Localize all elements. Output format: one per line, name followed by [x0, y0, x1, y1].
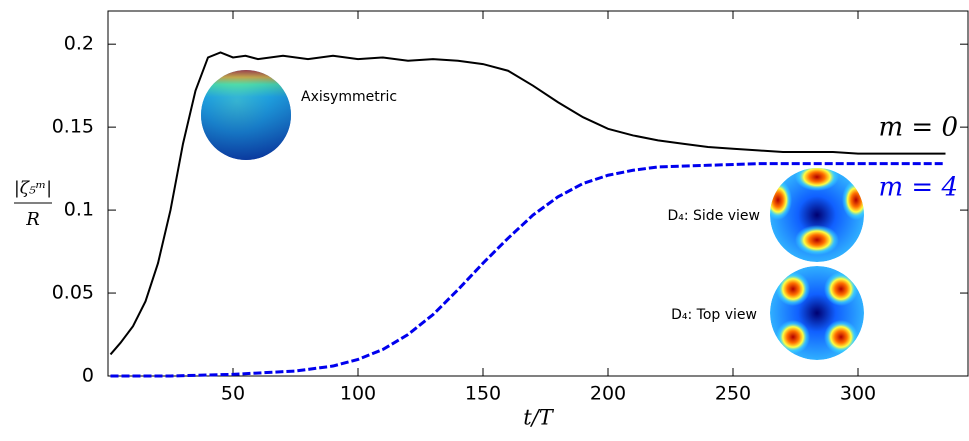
series-line [109, 51, 946, 356]
x-tick-label: 300 [840, 383, 876, 405]
y-tick-label: 0 [82, 365, 94, 387]
y-axis-label-numerator: |ζ₅ᵐ| [14, 179, 52, 199]
annotation: Axisymmetric [301, 89, 397, 105]
sphere-top [770, 266, 864, 360]
annotation: D₄: Side view [667, 208, 760, 224]
x-axis-label: t/T [523, 406, 555, 430]
y-axis-label-denominator: R [25, 209, 40, 230]
y-tick-label: 0.05 [52, 282, 94, 304]
x-tick-label: 50 [221, 383, 245, 405]
series-label: m = 4 [878, 173, 958, 203]
sphere-insets [201, 70, 864, 360]
x-tick-label: 250 [715, 383, 751, 405]
annotation: D₄: Top view [671, 307, 757, 323]
y-tick-label: 0.15 [52, 116, 94, 138]
x-tick-label: 200 [590, 383, 626, 405]
series-line [110, 162, 946, 378]
series-label: m = 0 [878, 113, 958, 143]
plot-frame [107, 10, 969, 377]
sphere-side [770, 168, 864, 262]
x-tick-label: 150 [465, 383, 501, 405]
sphere-band [201, 70, 291, 160]
x-tick-label: 100 [340, 383, 376, 405]
y-tick-label: 0.2 [64, 33, 94, 55]
y-tick-label: 0.1 [64, 199, 94, 221]
